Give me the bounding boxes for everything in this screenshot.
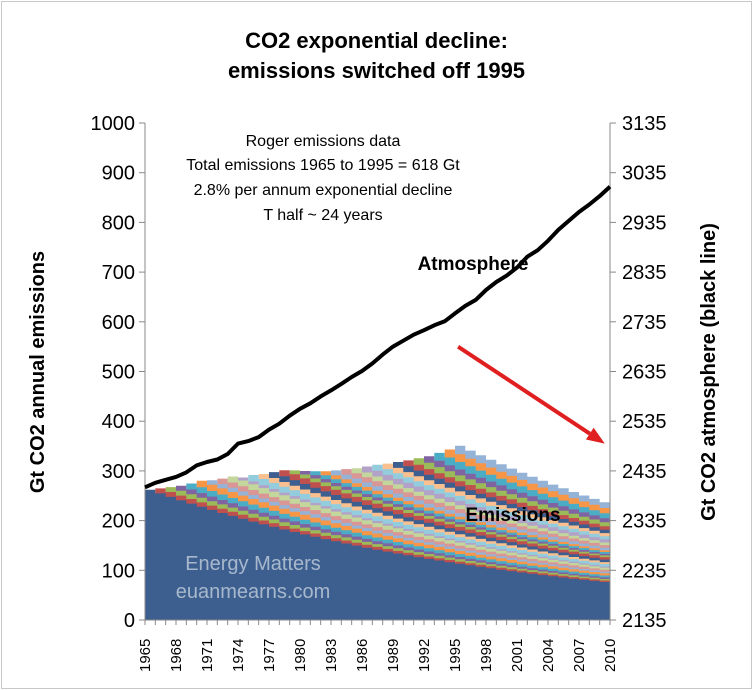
y2-tick-label: 2935: [622, 212, 667, 234]
x-tick-label: 1980: [292, 639, 309, 672]
y2-tick-label: 2635: [622, 362, 667, 384]
tick-labels: 0 100 200 300 400 500 600 700 800 900 1000 2135 2235…: [91, 113, 667, 672]
x-tick-label: 2001: [509, 639, 526, 672]
y2-tick-label: 2835: [622, 262, 667, 284]
y-tick-label: 1000: [91, 113, 136, 135]
atmosphere-series-label: Atmosphere: [418, 254, 529, 275]
x-tick-label: 1992: [416, 639, 433, 672]
x-tick-label: 1977: [261, 639, 278, 672]
y2-tick-label: 2735: [622, 312, 667, 334]
y-tick-label: 400: [102, 411, 135, 433]
watermark-line-1: Energy Matters: [185, 553, 321, 575]
x-tick-label: 1986: [354, 639, 371, 672]
annotation-line-3: 2.8% per annum exponential decline: [194, 182, 453, 199]
atmosphere-line: [144, 185, 612, 490]
y-axis-label: Gt CO2 annual emissions: [27, 251, 49, 493]
emissions-series-label: Emissions: [465, 505, 560, 526]
y2-tick-label: 2235: [622, 560, 667, 582]
y2-axis-label: Gt CO2 atmosphere (black line): [698, 223, 720, 521]
y-tick-label: 200: [102, 511, 135, 533]
arrow-shaft: [456, 344, 591, 436]
y-tick-label: 900: [102, 163, 135, 185]
annotation-line-2: Total emissions 1965 to 1995 = 618 Gt: [186, 157, 460, 174]
y-tick-label: 100: [102, 560, 135, 582]
y-tick-label: 500: [102, 362, 135, 384]
arrow-head: [585, 427, 605, 444]
cohort-area-1965: [145, 489, 610, 620]
decline-arrow: [456, 344, 605, 444]
x-tick-label: 1989: [385, 639, 402, 672]
y-tick-label: 600: [102, 312, 135, 334]
chart-title-line-2: emissions switched off 1995: [227, 58, 526, 83]
x-tick-label: 1983: [323, 639, 340, 672]
y-tick-label: 300: [102, 461, 135, 483]
y2-tick-label: 3035: [622, 163, 667, 185]
y-tick-label: 700: [102, 262, 135, 284]
x-tick-label: 1995: [447, 639, 464, 672]
annotation-line-4: T half ~ 24 years: [263, 207, 382, 224]
x-tick-label: 1968: [168, 639, 185, 672]
x-tick-label: 1971: [199, 639, 216, 672]
y2-tick-label: 2435: [622, 461, 667, 483]
chart-labels: Gt CO2 annual emissions Gt CO2 atmospher…: [27, 133, 720, 603]
y2-tick-label: 3135: [622, 113, 667, 135]
x-tick-label: 1965: [137, 639, 154, 672]
x-tick-label: 2007: [571, 639, 588, 672]
y2-tick-label: 2535: [622, 411, 667, 433]
y-tick-label: 800: [102, 212, 135, 234]
y2-tick-label: 2335: [622, 511, 667, 533]
x-tick-label: 2010: [602, 639, 619, 672]
chart-title-line-1: CO2 exponential decline:: [245, 28, 508, 53]
y2-tick-label: 2135: [622, 610, 667, 632]
annotation-line-1: Roger emissions data: [246, 133, 401, 150]
y-tick-label: 0: [124, 610, 135, 632]
watermark-line-2: euanmearns.com: [176, 581, 331, 603]
x-tick-label: 1974: [230, 639, 247, 672]
emission-cohort-areas: [145, 445, 611, 620]
x-tick-label: 2004: [540, 639, 557, 672]
x-tick-label: 1998: [478, 639, 495, 672]
